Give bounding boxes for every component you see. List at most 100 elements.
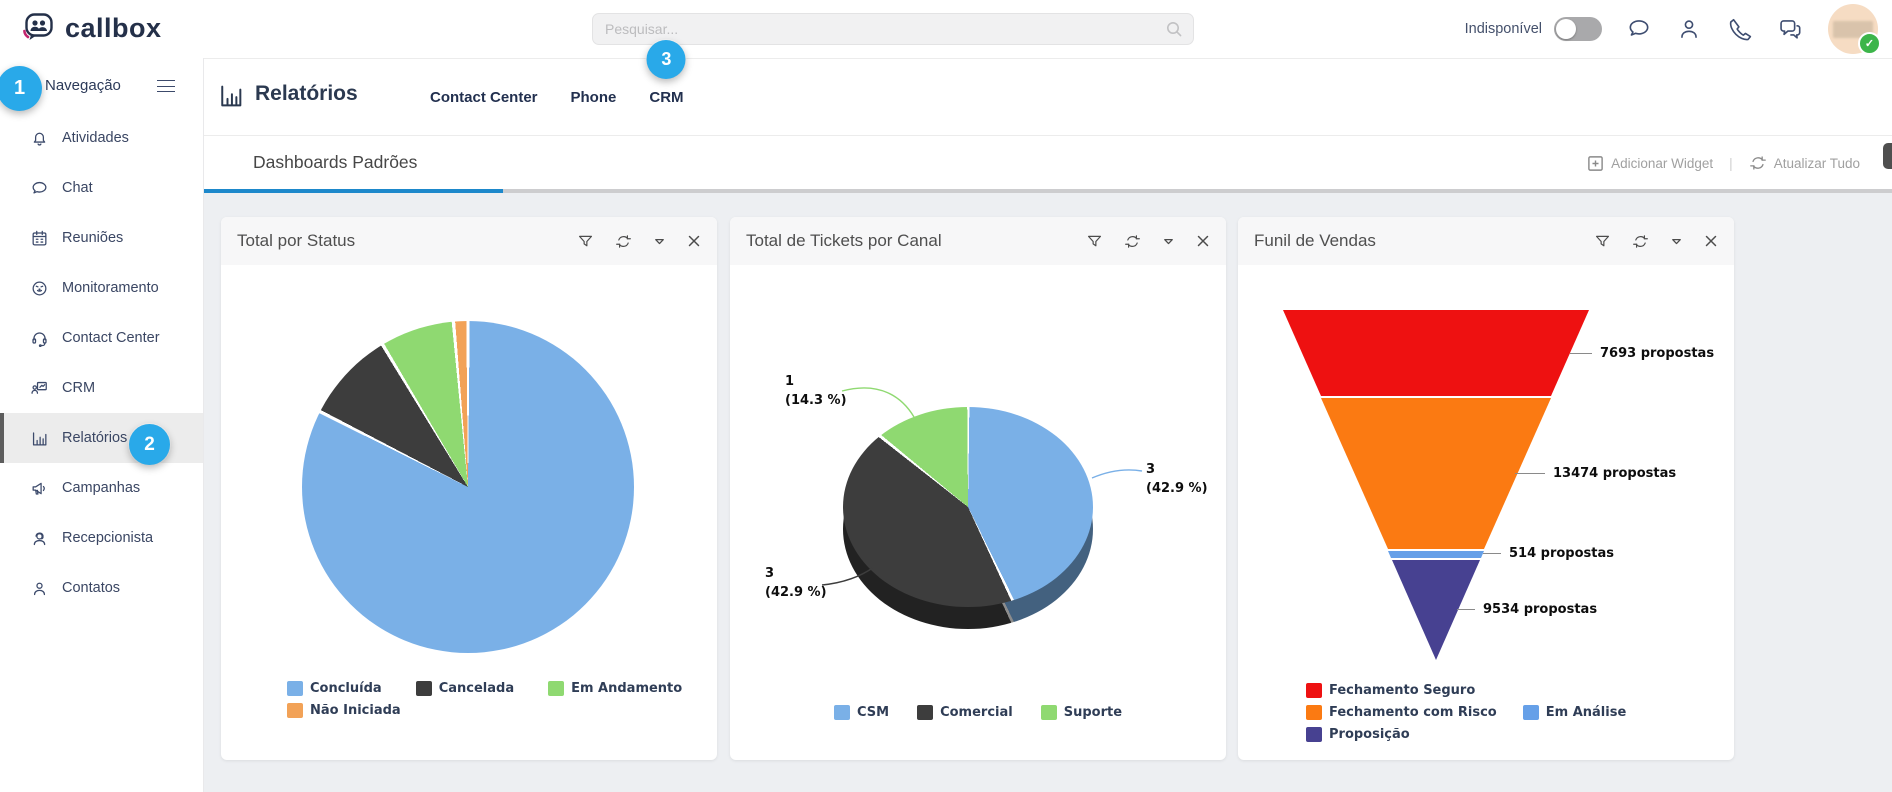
funnel-stage-fechamento-seguro bbox=[1283, 310, 1589, 396]
step-badge-1: 1 bbox=[0, 66, 42, 111]
sidebar-item-monitoramento[interactable]: Monitoramento bbox=[0, 263, 203, 313]
person-board-icon bbox=[30, 379, 49, 398]
legend-label: Fechamento Seguro bbox=[1329, 683, 1476, 698]
refresh-all-button[interactable]: Atualizar Tudo bbox=[1749, 154, 1860, 172]
legend-swatch bbox=[917, 705, 934, 720]
legend-swatch bbox=[833, 705, 850, 720]
legend-label: Concluída bbox=[310, 681, 382, 696]
conversations-icon[interactable] bbox=[1776, 16, 1804, 42]
pie-face bbox=[843, 407, 1093, 607]
close-icon[interactable] bbox=[687, 234, 701, 248]
brand-wordmark: callbox bbox=[65, 12, 162, 43]
menu-toggle-icon[interactable] bbox=[157, 80, 175, 97]
headset-icon bbox=[30, 329, 49, 348]
chevron-down-icon[interactable] bbox=[1162, 235, 1175, 248]
legend-label: Cancelada bbox=[438, 681, 515, 696]
callout-leader-lines bbox=[821, 387, 1143, 586]
step-badge-2: 2 bbox=[129, 424, 170, 465]
legend-label: Em Andamento bbox=[571, 681, 683, 696]
close-icon[interactable] bbox=[1196, 234, 1210, 248]
status-legend: Concluída Cancelada Em Andamento Não Ini… bbox=[287, 681, 707, 718]
callout-percent: (42.9 %) bbox=[765, 584, 827, 600]
refresh-icon[interactable] bbox=[615, 233, 632, 250]
widget-tools bbox=[1594, 233, 1718, 250]
sidebar-item-label: Contact Center bbox=[62, 330, 160, 346]
funnel-callout: 7693 propostas bbox=[1600, 346, 1715, 361]
widget-funil-de-vendas: Funil de Vendas bbox=[1238, 217, 1734, 760]
sidebar-item-contatos[interactable]: Contatos bbox=[0, 563, 203, 613]
sidebar-item-relatorios[interactable]: Relatórios bbox=[0, 413, 203, 463]
sidebar-item-reunioes[interactable]: Reuniões bbox=[0, 213, 203, 263]
funnel-tick bbox=[1570, 353, 1592, 354]
page-header: Relatórios Contact Center Phone CRM 3 bbox=[203, 40, 1892, 144]
sidebar-item-recepcionista[interactable]: Recepcionista bbox=[0, 513, 203, 563]
callout-value: 1 bbox=[785, 374, 795, 389]
add-widget-button[interactable]: Adicionar Widget bbox=[1587, 155, 1713, 172]
sidebar: 1 Navegação Atividades Chat Reuniões Mon… bbox=[0, 58, 204, 792]
widget-header: Funil de Vendas bbox=[1238, 217, 1734, 265]
phone-icon[interactable] bbox=[1726, 16, 1752, 42]
legend-label: Comercial bbox=[940, 705, 1013, 720]
callout-value: 3 bbox=[1146, 462, 1156, 477]
add-widget-label: Adicionar Widget bbox=[1611, 155, 1714, 171]
legend-item: Não Iniciada bbox=[287, 703, 401, 718]
chat-icon[interactable] bbox=[1626, 16, 1652, 42]
topbar-actions: Indisponível bbox=[1464, 0, 1881, 58]
tab-phone[interactable]: Phone bbox=[570, 89, 617, 106]
legend-item: Fechamento Seguro bbox=[1306, 683, 1475, 698]
receptionist-icon bbox=[30, 529, 49, 548]
dashboard-content: Total por Status Concluída Cancelada Em … bbox=[203, 193, 1892, 792]
sidebar-item-atividades[interactable]: Atividades bbox=[0, 113, 203, 163]
legend-item: Cancelada bbox=[415, 681, 515, 696]
toolbar-actions: Adicionar Widget | Atualizar Tudo bbox=[1587, 154, 1860, 172]
chevron-down-icon[interactable] bbox=[1670, 235, 1683, 248]
legend-item: Em Análise bbox=[1522, 705, 1627, 720]
search-icon bbox=[1165, 20, 1183, 38]
tab-contact-center[interactable]: Contact Center bbox=[430, 89, 538, 106]
tab-crm[interactable]: CRM 3 bbox=[646, 40, 686, 144]
sidebar-item-crm[interactable]: CRM bbox=[0, 363, 203, 413]
funnel-callout: 13474 propostas bbox=[1553, 466, 1677, 481]
legend-swatch bbox=[287, 681, 303, 696]
legend-swatch bbox=[1040, 705, 1057, 720]
search-input[interactable] bbox=[593, 21, 1165, 37]
face-gauge-icon bbox=[30, 279, 49, 298]
sidebar-item-contact-center[interactable]: Contact Center bbox=[0, 313, 203, 363]
legend-swatch bbox=[1306, 705, 1322, 720]
side-panel-handle[interactable] bbox=[1883, 143, 1892, 169]
legend-swatch bbox=[287, 703, 303, 718]
availability-toggle[interactable] bbox=[1554, 17, 1602, 41]
filter-icon[interactable] bbox=[1086, 233, 1103, 250]
legend-label: Em Análise bbox=[1545, 705, 1627, 720]
profile-icon[interactable] bbox=[1676, 16, 1702, 42]
legend-label: Proposição bbox=[1329, 727, 1410, 742]
sidebar-item-campanhas[interactable]: Campanhas bbox=[0, 463, 203, 513]
active-tab-underline bbox=[203, 189, 503, 193]
tab-bar-divider bbox=[503, 189, 1892, 193]
brand-logo[interactable]: callbox bbox=[22, 11, 162, 45]
sidebar-item-label: Atividades bbox=[62, 130, 129, 146]
filter-icon[interactable] bbox=[1594, 233, 1611, 250]
chevron-down-icon[interactable] bbox=[653, 235, 666, 248]
tab-dashboards-padroes[interactable]: Dashboards Padrões bbox=[253, 152, 418, 172]
filter-icon[interactable] bbox=[577, 233, 594, 250]
sidebar-item-label: Recepcionista bbox=[62, 530, 154, 546]
refresh-icon[interactable] bbox=[1124, 233, 1141, 250]
sidebar-item-label: CRM bbox=[62, 380, 96, 396]
legend-item: Em Andamento bbox=[548, 681, 682, 696]
sidebar-item-chat[interactable]: Chat bbox=[0, 163, 203, 213]
funnel-tick bbox=[1515, 473, 1545, 474]
tab-crm-label: CRM bbox=[649, 89, 684, 106]
availability-label: Indisponível bbox=[1464, 21, 1542, 37]
bell-icon bbox=[30, 129, 49, 148]
person-icon bbox=[30, 579, 49, 598]
user-avatar[interactable]: ✓ bbox=[1828, 4, 1881, 55]
legend-item: Concluída bbox=[287, 681, 382, 696]
close-icon[interactable] bbox=[1704, 234, 1718, 248]
refresh-icon[interactable] bbox=[1632, 233, 1649, 250]
widget-total-por-status: Total por Status Concluída Cancelada Em … bbox=[221, 217, 717, 760]
legend-swatch bbox=[1306, 683, 1322, 698]
sidebar-item-label: Relatórios bbox=[62, 430, 128, 446]
legend-item: CSM bbox=[833, 705, 889, 720]
